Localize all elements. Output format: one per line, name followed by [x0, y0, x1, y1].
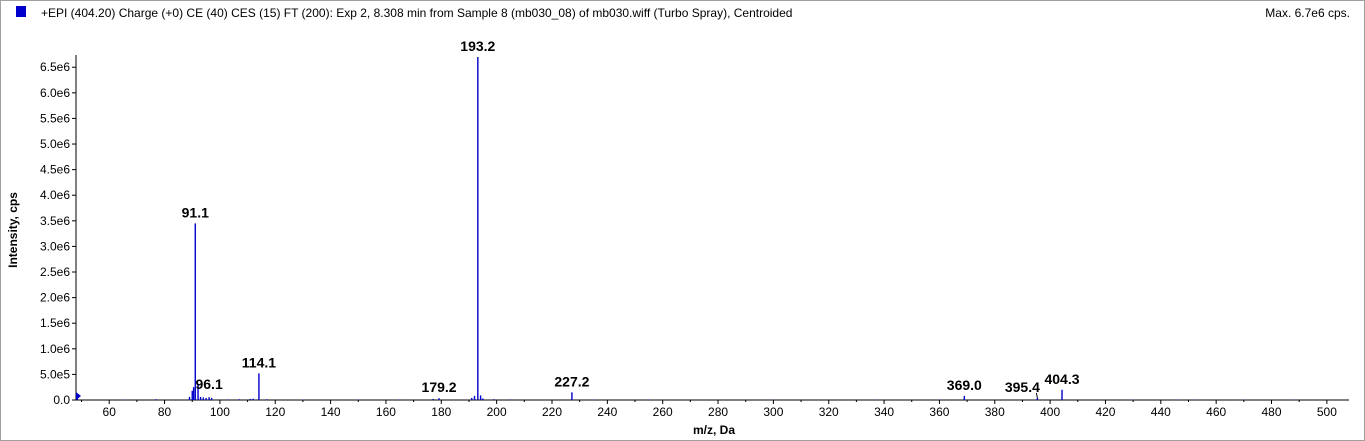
x-tick-label: 280: [708, 405, 728, 419]
y-tick-label: 4.0e6: [40, 188, 70, 202]
y-tick-label: 1.5e6: [40, 316, 70, 330]
y-axis-title: Intensity, cps: [6, 192, 20, 268]
peak-label: 404.3: [1044, 371, 1079, 387]
x-tick-label: 160: [376, 405, 396, 419]
peak-label: 369.0: [947, 377, 982, 393]
x-tick-label: 200: [487, 405, 507, 419]
x-tick-label: 300: [763, 405, 783, 419]
peak-label: 193.2: [460, 38, 495, 54]
peak-label: 179.2: [422, 379, 457, 395]
x-axis-title: m/z, Da: [693, 423, 735, 437]
y-tick-label: 5.0e5: [40, 367, 70, 381]
x-tick-label: 80: [158, 405, 172, 419]
x-tick-label: 380: [985, 405, 1005, 419]
x-tick-label: 420: [1095, 405, 1115, 419]
y-tick-label: 6.5e6: [40, 60, 70, 74]
y-tick-label: 1.0e6: [40, 342, 70, 356]
peak-label: 227.2: [554, 373, 589, 389]
y-tick-label: 2.5e6: [40, 265, 70, 279]
y-tick-label: 0.0: [53, 393, 70, 407]
y-tick-label: 4.5e6: [40, 163, 70, 177]
max-intensity-label: Max. 6.7e6 cps.: [1265, 6, 1350, 20]
x-tick-label: 400: [1040, 405, 1060, 419]
x-tick-label: 140: [321, 405, 341, 419]
y-tick-label: 3.0e6: [40, 239, 70, 253]
x-tick-label: 60: [103, 405, 117, 419]
y-tick-label: 5.5e6: [40, 111, 70, 125]
peak-labels: 91.1 96.1 114.1 179.2 193.2 227.2 369.0 395.440…: [182, 38, 1080, 399]
x-tick-label: 120: [265, 405, 285, 419]
peaks: [76, 57, 1295, 400]
x-tick-label: 480: [1261, 405, 1281, 419]
x-tick-label: 340: [874, 405, 894, 419]
axes: 60 80 100 120 140 160 180 200 220 240 260 280 300 320…: [40, 55, 1349, 419]
x-tick-label: 440: [1151, 405, 1171, 419]
x-tick-label: 180: [431, 405, 451, 419]
y-tick-label: 2.0e6: [40, 291, 70, 305]
y-tick-label: 3.5e6: [40, 214, 70, 228]
peak-label: 91.1: [182, 204, 209, 220]
peak-label-leader: [1035, 392, 1038, 399]
x-tick-label: 460: [1206, 405, 1226, 419]
x-tick-label: 240: [597, 405, 617, 419]
y-tick-label: 6.0e6: [40, 86, 70, 100]
peak-label: 395.4: [1005, 379, 1040, 395]
x-tick-label: 360: [929, 405, 949, 419]
x-tick-label: 220: [542, 405, 562, 419]
peak-label: 96.1: [195, 376, 222, 392]
x-tick-label: 100: [210, 405, 230, 419]
x-tick-label: 320: [819, 405, 839, 419]
y-tick-label: 5.0e6: [40, 137, 70, 151]
spectrum-title: +EPI (404.20) Charge (+0) CE (40) CES (1…: [41, 6, 793, 20]
x-tick-label: 260: [653, 405, 673, 419]
peak-label: 114.1: [242, 354, 276, 370]
x-tick-label: 500: [1317, 405, 1337, 419]
series-color-icon: [16, 6, 26, 17]
